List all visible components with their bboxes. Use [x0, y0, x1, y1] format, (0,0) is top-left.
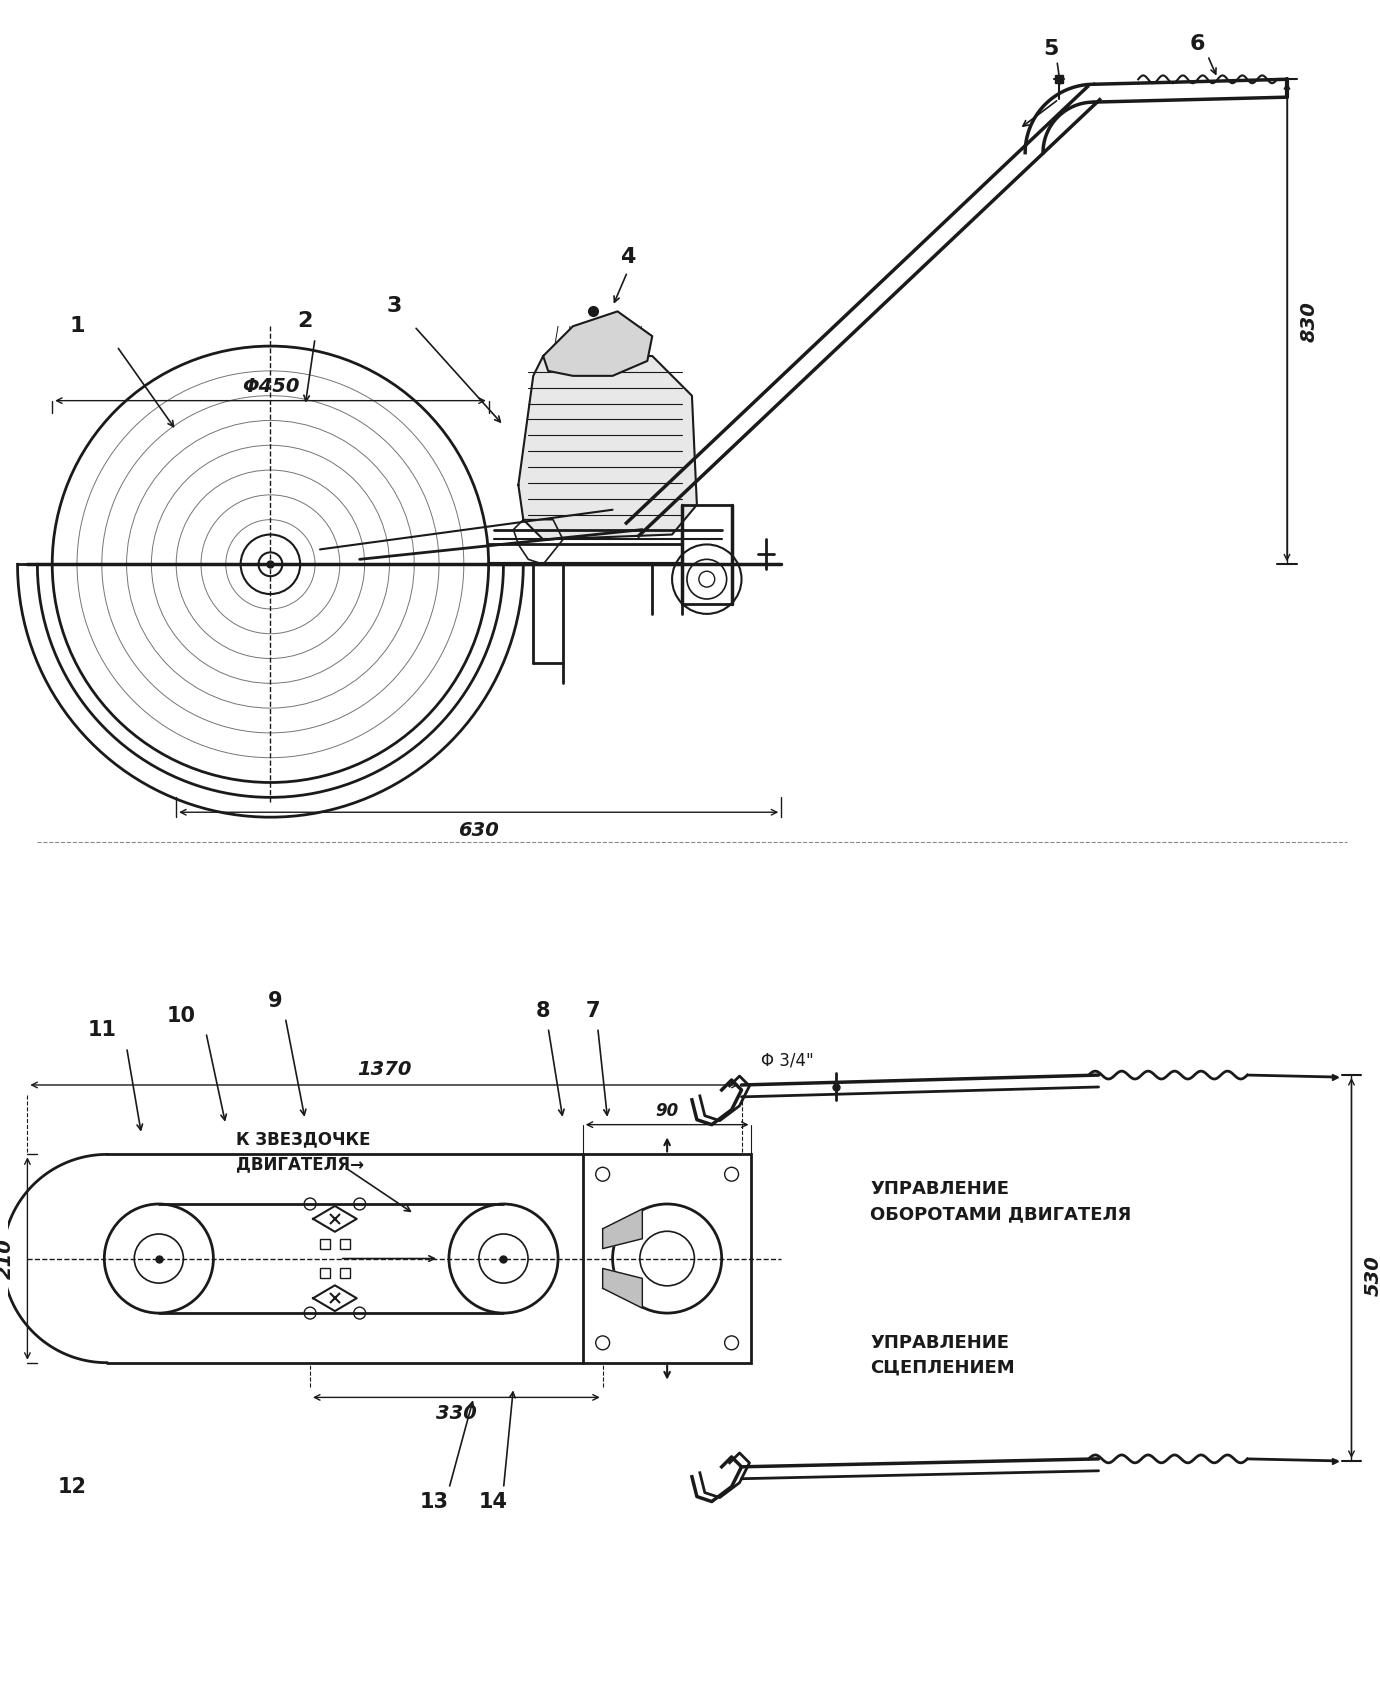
Polygon shape — [544, 311, 653, 375]
Text: 330: 330 — [436, 1404, 477, 1423]
Text: 1370: 1370 — [357, 1060, 411, 1078]
Text: 630: 630 — [458, 821, 500, 839]
Text: 11: 11 — [87, 1021, 116, 1041]
Text: 4: 4 — [620, 247, 635, 267]
Polygon shape — [603, 1268, 642, 1309]
Text: 14: 14 — [479, 1492, 508, 1512]
Text: 9: 9 — [268, 991, 283, 1011]
Bar — [339, 1268, 349, 1278]
Text: 8: 8 — [535, 1001, 551, 1021]
Bar — [320, 1238, 330, 1248]
Text: 7: 7 — [585, 1001, 600, 1021]
Bar — [582, 1154, 752, 1362]
Bar — [339, 1238, 349, 1248]
Text: 1: 1 — [69, 316, 84, 336]
Polygon shape — [603, 1209, 642, 1248]
Text: 12: 12 — [58, 1477, 87, 1497]
Text: ДВИГАТЕЛЯ→: ДВИГАТЕЛЯ→ — [236, 1156, 364, 1174]
Text: 90: 90 — [656, 1102, 679, 1120]
Text: 13: 13 — [420, 1492, 448, 1512]
Text: 210: 210 — [0, 1238, 15, 1278]
Polygon shape — [313, 1206, 356, 1231]
Text: К ЗВЕЗДОЧКЕ: К ЗВЕЗДОЧКЕ — [236, 1130, 370, 1149]
Text: УПРАВЛЕНИЕ: УПРАВЛЕНИЕ — [871, 1334, 1009, 1352]
Text: 2: 2 — [298, 311, 313, 331]
Bar — [320, 1268, 330, 1278]
Text: Φ 3/4": Φ 3/4" — [762, 1051, 814, 1070]
Text: УПРАВЛЕНИЕ: УПРАВЛЕНИЕ — [871, 1181, 1009, 1198]
Text: СЦЕПЛЕНИЕМ: СЦЕПЛЕНИЕМ — [871, 1359, 1016, 1376]
Text: ОБОРОТАМИ ДВИГАТЕЛЯ: ОБОРОТАМИ ДВИГАТЕЛЯ — [871, 1204, 1132, 1223]
Text: 5: 5 — [1043, 39, 1058, 59]
Text: 530: 530 — [1363, 1255, 1380, 1297]
Polygon shape — [313, 1285, 356, 1310]
Polygon shape — [519, 357, 697, 540]
Text: 3: 3 — [386, 296, 402, 316]
Text: 830: 830 — [1300, 301, 1318, 341]
Text: 10: 10 — [167, 1006, 196, 1026]
Text: 6: 6 — [1190, 34, 1206, 54]
Text: Φ450: Φ450 — [241, 377, 299, 397]
